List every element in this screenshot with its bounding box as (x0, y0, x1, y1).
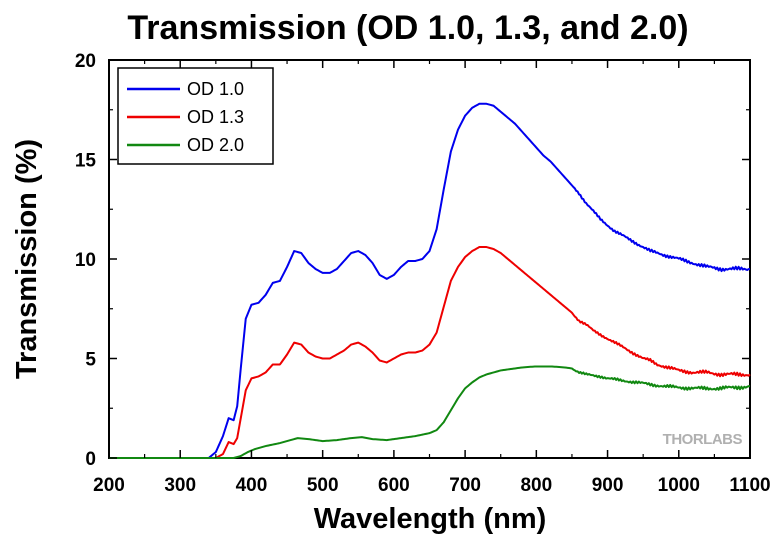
y-tick-labels: 0 5 10 15 20 (75, 51, 97, 470)
x-tick-labels: 200 300 400 500 600 700 800 900 1000 1100 (93, 475, 770, 496)
axis-ticks (108, 59, 751, 459)
series-line-od-2-0 (109, 365, 751, 459)
y-axis-label: Transmission (%) (11, 139, 43, 379)
x-tick-label: 600 (378, 475, 410, 496)
x-tick-label: 400 (236, 475, 268, 496)
x-tick-label: 800 (520, 475, 552, 496)
x-tick-label: 200 (93, 475, 125, 496)
watermark: THORLABS (663, 431, 743, 448)
x-tick-label: 300 (164, 475, 196, 496)
y-tick-label: 5 (85, 350, 96, 371)
legend: OD 1.0 OD 1.3 OD 2.0 (117, 67, 274, 165)
legend-label: OD 1.3 (187, 107, 244, 127)
x-axis-label: Wavelength (nm) (314, 503, 547, 535)
chart-title: Transmission (OD 1.0, 1.3, and 2.0) (127, 9, 688, 47)
x-tick-label: 1100 (729, 475, 770, 496)
y-tick-label: 0 (85, 449, 96, 470)
legend-label: OD 1.0 (187, 79, 244, 99)
y-tick-label: 10 (75, 250, 96, 271)
x-tick-label: 700 (449, 475, 481, 496)
series-line-od-1-3 (109, 246, 751, 459)
y-tick-label: 15 (75, 151, 97, 172)
x-tick-label: 500 (307, 475, 339, 496)
x-tick-label: 1000 (658, 475, 700, 496)
y-tick-label: 20 (75, 51, 96, 72)
x-tick-label: 900 (592, 475, 624, 496)
series-line-od-1-0 (109, 102, 751, 459)
legend-label: OD 2.0 (187, 135, 244, 155)
